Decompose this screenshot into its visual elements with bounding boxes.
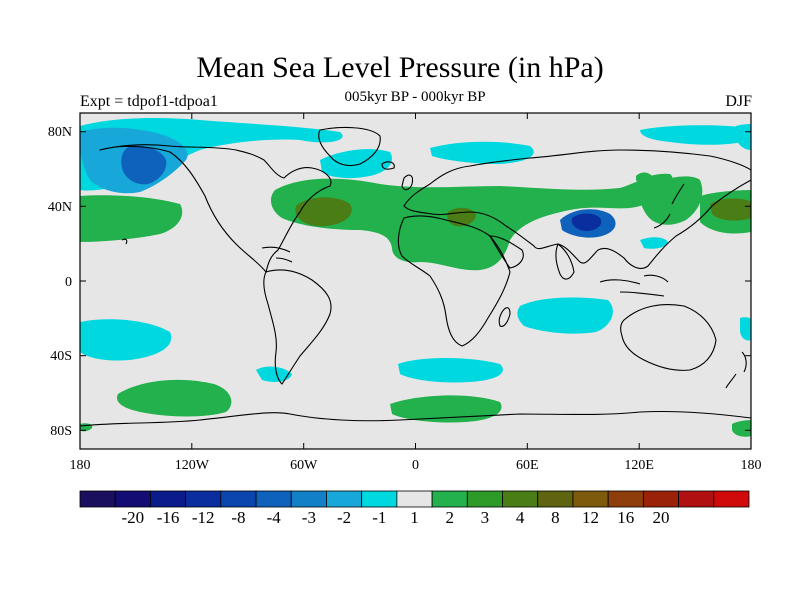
coastlines bbox=[80, 127, 751, 427]
colorbar-label-13: 12 bbox=[582, 508, 599, 527]
colorbar-box-14 bbox=[572, 490, 609, 508]
anomaly-gulf-green-cap bbox=[636, 172, 654, 185]
coast-australia bbox=[620, 303, 717, 371]
anomaly-asia-darkblue bbox=[571, 213, 602, 231]
anomaly-west-pacific-green bbox=[80, 195, 183, 242]
anomaly-cape-horn-cyan bbox=[256, 366, 292, 382]
coast-arabia bbox=[489, 235, 524, 269]
colorbar-label-8: 1 bbox=[410, 508, 419, 527]
colorbar-label-14: 16 bbox=[617, 508, 634, 527]
colorbar-box-4 bbox=[220, 490, 257, 508]
lon-label-0: 0 bbox=[412, 458, 419, 473]
colorbar-label-11: 4 bbox=[516, 508, 525, 527]
season-label: DJF bbox=[725, 93, 752, 110]
colorbar-label-6: -2 bbox=[337, 508, 351, 527]
colorbar-box-12 bbox=[502, 490, 539, 508]
colorbar-labels: -20 -16 -12 -8 -4 -3 -2 -1 1 2 3 4 8 12 16 20 bbox=[121, 508, 669, 527]
colorbar-box-17 bbox=[678, 490, 715, 508]
coast-india bbox=[555, 243, 575, 280]
colorbar-box-0 bbox=[79, 490, 116, 508]
period-label: 005kyr BP - 000kyr BP bbox=[344, 89, 486, 105]
coast-antarctica bbox=[80, 410, 751, 427]
colorbar-label-2: -12 bbox=[192, 508, 215, 527]
colorbar-box-5 bbox=[255, 490, 292, 508]
coast-iceland bbox=[381, 161, 395, 170]
lat-label-80s: 80S bbox=[50, 424, 72, 439]
anomaly-southern-ocean-green bbox=[390, 395, 502, 423]
colorbar-label-1: -16 bbox=[157, 508, 180, 527]
colorbar-label-9: 2 bbox=[445, 508, 454, 527]
colorbar-label-5: -3 bbox=[302, 508, 316, 527]
lon-label-120w: 120W bbox=[175, 458, 210, 473]
colorbar-box-8 bbox=[361, 490, 398, 508]
colorbar-box-15 bbox=[607, 490, 644, 508]
coast-eurasia bbox=[403, 149, 751, 269]
anomaly-fields bbox=[80, 118, 751, 437]
lon-label-60e: 60E bbox=[516, 458, 539, 473]
coast-north-america bbox=[99, 144, 332, 273]
colorbar-label-3: -8 bbox=[231, 508, 245, 527]
coast-madagascar bbox=[498, 307, 511, 327]
coast-africa bbox=[397, 215, 511, 347]
lon-label-120e: 120E bbox=[624, 458, 654, 473]
anomaly-north-pacific-olive-core bbox=[710, 198, 751, 221]
coast-japan bbox=[653, 183, 685, 229]
anomaly-pacific-blue-core bbox=[121, 145, 167, 185]
experiment-label: Expt = tdpof1-tdpoa1 bbox=[80, 93, 218, 110]
anomaly-east-pacific-cyan-edge bbox=[740, 317, 751, 341]
anomaly-south-pacific-green bbox=[116, 379, 232, 417]
lon-label-180w: 180 bbox=[70, 458, 91, 473]
colorbar-box-6 bbox=[290, 490, 327, 508]
map-title: Mean Sea Level Pressure (in hPa) bbox=[196, 51, 604, 84]
coast-greenland bbox=[318, 127, 381, 167]
coast-caribbean bbox=[261, 246, 293, 263]
colorbar-box-2 bbox=[150, 490, 187, 508]
lon-label-60w: 60W bbox=[290, 458, 318, 473]
lat-label-40s: 40S bbox=[50, 349, 72, 364]
anomaly-arctic-europe-cyan bbox=[430, 141, 534, 164]
colorbar-label-12: 8 bbox=[551, 508, 560, 527]
colorbar-box-9 bbox=[396, 490, 433, 508]
anomaly-southchina-cyan bbox=[640, 237, 668, 249]
colorbar-label-7: -1 bbox=[372, 508, 386, 527]
anomaly-siberia-cyan bbox=[640, 125, 751, 145]
lon-axis bbox=[191, 113, 640, 449]
colorbar-label-10: 3 bbox=[481, 508, 490, 527]
colorbar-box-16 bbox=[642, 490, 679, 508]
colorbar-label-0: -20 bbox=[121, 508, 144, 527]
lon-label-180e: 180 bbox=[741, 458, 762, 473]
anomaly-antarctic-green bbox=[732, 420, 751, 437]
colorbar bbox=[79, 490, 750, 508]
coast-indonesia bbox=[599, 274, 669, 297]
colorbar-label-4: -4 bbox=[267, 508, 282, 527]
lat-label-0: 0 bbox=[65, 275, 72, 290]
anomaly-northeast-asia-green bbox=[639, 176, 703, 225]
colorbar-box-18 bbox=[713, 490, 750, 508]
colorbar-box-10 bbox=[431, 490, 468, 508]
anomaly-indian-ocean-cyan bbox=[517, 297, 613, 334]
coast-new-zealand bbox=[725, 351, 747, 389]
anomaly-atlantic-olive-core bbox=[295, 197, 352, 227]
lat-axis bbox=[80, 131, 751, 431]
coast-south-america bbox=[263, 269, 332, 385]
colorbar-box-11 bbox=[466, 490, 503, 508]
colorbar-box-7 bbox=[326, 490, 363, 508]
colorbar-box-1 bbox=[114, 490, 151, 508]
anomaly-dateline-north-cyan bbox=[736, 124, 751, 150]
anomaly-south-atlantic-cyan bbox=[398, 358, 503, 383]
coast-hawaii bbox=[121, 238, 128, 245]
anomaly-south-pacific-cyan bbox=[80, 319, 172, 361]
colorbar-box-3 bbox=[185, 490, 222, 508]
lat-label-40n: 40N bbox=[48, 200, 72, 215]
colorbar-box-13 bbox=[537, 490, 574, 508]
colorbar-label-15: 20 bbox=[652, 508, 669, 527]
coast-british-isles bbox=[401, 174, 414, 191]
lat-label-80n: 80N bbox=[48, 125, 72, 140]
anomaly-atlantic-north-cyan bbox=[320, 149, 392, 179]
